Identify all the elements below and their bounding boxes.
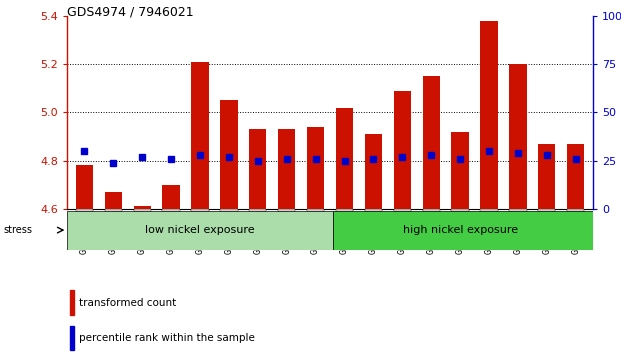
Bar xyxy=(134,209,151,212)
Bar xyxy=(70,290,74,315)
Bar xyxy=(365,209,382,212)
Bar xyxy=(451,132,469,209)
Text: low nickel exposure: low nickel exposure xyxy=(145,225,255,235)
Bar xyxy=(220,209,238,212)
Bar xyxy=(422,209,440,212)
Text: transformed count: transformed count xyxy=(79,298,176,308)
Text: stress: stress xyxy=(3,225,32,235)
Bar xyxy=(422,76,440,209)
Bar xyxy=(104,209,122,212)
Bar xyxy=(76,209,93,212)
Bar xyxy=(394,209,411,212)
Bar xyxy=(191,62,209,209)
Bar xyxy=(104,192,122,209)
Bar xyxy=(480,21,497,209)
Bar xyxy=(567,209,584,212)
Bar xyxy=(67,211,333,250)
Bar xyxy=(76,165,93,209)
Bar xyxy=(538,144,555,209)
Bar xyxy=(333,211,610,250)
Bar xyxy=(336,108,353,209)
Bar xyxy=(451,209,469,212)
Bar xyxy=(163,185,180,209)
Bar xyxy=(509,209,527,212)
Bar xyxy=(249,209,266,212)
Bar xyxy=(567,144,584,209)
Bar xyxy=(278,129,296,209)
Bar xyxy=(70,326,74,350)
Bar xyxy=(307,127,324,209)
Bar xyxy=(394,91,411,209)
Bar xyxy=(538,209,555,212)
Bar xyxy=(191,209,209,212)
Bar xyxy=(163,209,180,212)
Text: percentile rank within the sample: percentile rank within the sample xyxy=(79,333,255,343)
Text: high nickel exposure: high nickel exposure xyxy=(402,225,518,235)
Bar xyxy=(365,134,382,209)
Bar xyxy=(509,64,527,209)
Bar xyxy=(134,206,151,209)
Bar xyxy=(480,209,497,212)
Bar xyxy=(249,129,266,209)
Bar xyxy=(278,209,296,212)
Text: GDS4974 / 7946021: GDS4974 / 7946021 xyxy=(67,5,194,18)
Bar xyxy=(307,209,324,212)
Bar xyxy=(336,209,353,212)
Bar xyxy=(220,100,238,209)
